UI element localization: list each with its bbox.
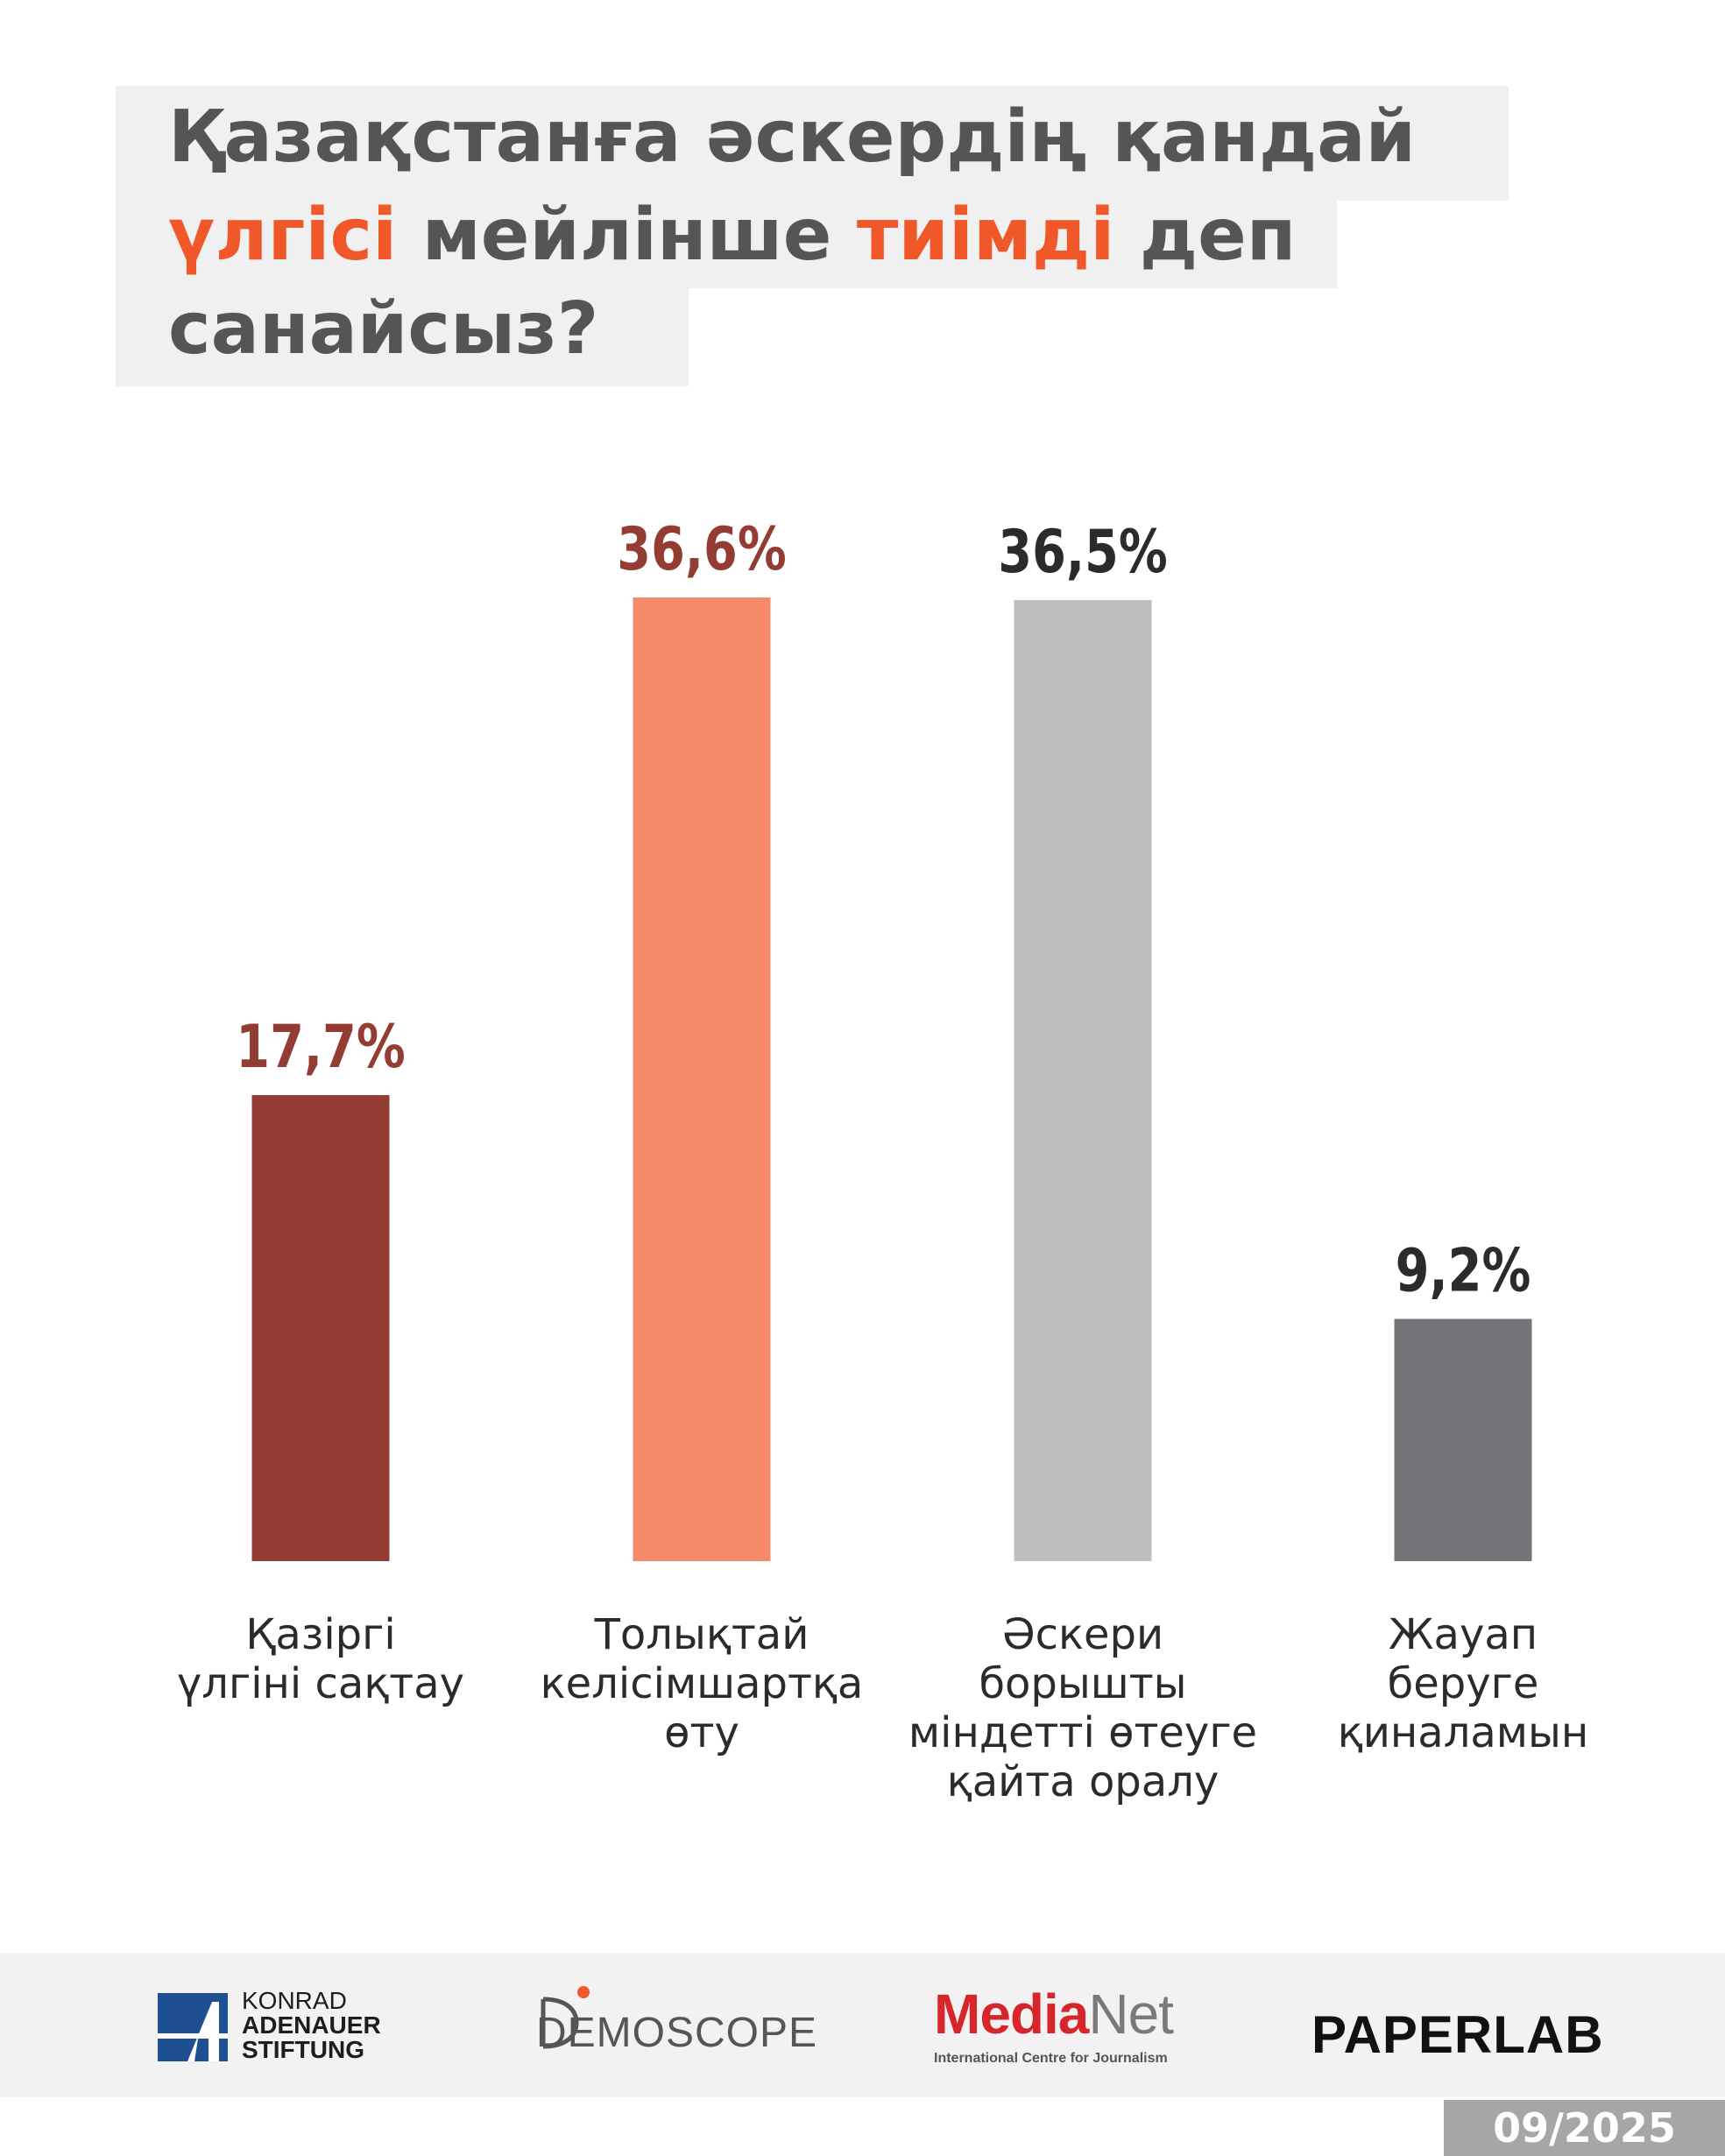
category-label-3: Әскери борышты міндетті өтеуге қайта оралу — [908, 1610, 1258, 1806]
category-label-line: үлгіні сақтау — [176, 1659, 465, 1708]
category-label-4: Жауап беруге қиналамын — [1288, 1610, 1638, 1757]
bar-4 — [1394, 1318, 1532, 1561]
category-label-1: Қазіргі үлгіні сақтау — [145, 1610, 496, 1708]
category-label-line: өту — [664, 1708, 739, 1757]
medianet-logo-text: MediaNet — [934, 1982, 1174, 2046]
title-highlight-2: тиімді — [856, 194, 1115, 277]
value-label-3: 36,5% — [998, 517, 1167, 587]
page-title-line2: үлгісі мейлінше тиімді деп — [168, 200, 1296, 272]
title-mid: мейлінше — [397, 194, 857, 277]
title-box-line2 — [116, 201, 1337, 288]
value-label-4: 9,2% — [1396, 1235, 1531, 1305]
category-label-line: Жауап — [1388, 1610, 1538, 1659]
demoscope-logo-text: DEMOSCOPE — [536, 2010, 818, 2056]
footer-bar — [0, 1953, 1725, 2097]
date-badge: 09/2025 — [1444, 2100, 1725, 2156]
category-label-line: Әскери — [1001, 1610, 1164, 1659]
medianet-subtitle: International Centre for Journalism — [934, 2051, 1168, 2066]
bar-1 — [251, 1095, 390, 1561]
category-label-line: қиналамын — [1337, 1708, 1589, 1757]
page-title-line1: Қазақстанға әскердің қандай — [168, 95, 1416, 179]
category-label-line: борышты — [979, 1659, 1187, 1708]
value-label-2: 36,6% — [617, 514, 786, 584]
page-title-line3: санайсыз? — [168, 287, 599, 371]
kas-logo-text: KONRAD ADENAUER STIFTUNG — [242, 1989, 381, 2062]
title-box-line1 — [116, 86, 1509, 201]
bar-chart: 17,7% 36,6% 36,5% 9,2% — [236, 514, 1532, 1561]
bar-3 — [1014, 600, 1152, 1561]
title-highlight-1: үлгісі — [168, 194, 398, 277]
value-label-1: 17,7% — [236, 1012, 405, 1082]
category-label-line: қайта оралу — [946, 1757, 1220, 1806]
demoscope-logo-icon — [541, 1986, 590, 2049]
medianet-net: Net — [1088, 1983, 1174, 2046]
title-box-line3 — [116, 288, 689, 386]
paperlab-logo-text: PAPERLAB — [1311, 2005, 1604, 2064]
bar-2 — [633, 597, 771, 1561]
category-label-line: беруге — [1387, 1659, 1539, 1708]
category-label-2: Толықтай келісімшартқа өту — [527, 1610, 877, 1757]
medianet-media: Media — [934, 1983, 1089, 2046]
category-label-line: келісімшартқа — [540, 1659, 864, 1708]
title-end: деп — [1114, 194, 1297, 277]
category-label-line: Қазіргі — [245, 1610, 396, 1659]
kas-line-2: ADENAUER — [242, 2011, 381, 2039]
kas-line-1: KONRAD — [242, 1987, 347, 2014]
kas-line-3: STIFTUNG — [242, 2036, 364, 2063]
category-label-line: Толықтай — [594, 1610, 809, 1659]
category-label-line: міндетті өтеуге — [908, 1708, 1258, 1757]
kas-logo-icon — [158, 1993, 228, 2061]
